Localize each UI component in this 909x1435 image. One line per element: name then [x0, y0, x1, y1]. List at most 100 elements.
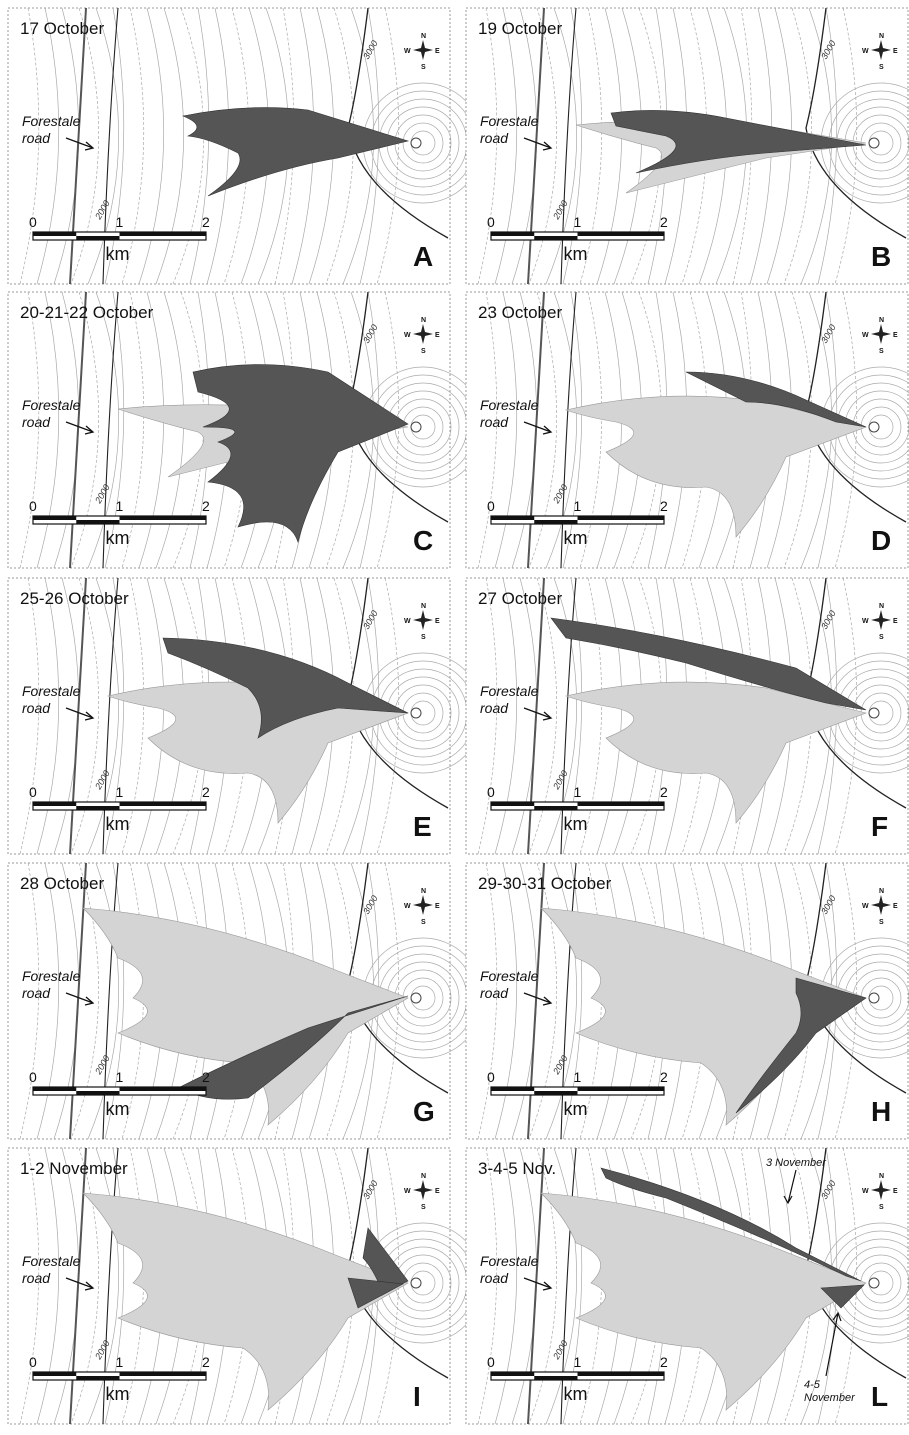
scale-tick-label: 0 — [29, 498, 37, 514]
road-label: Forestale — [480, 113, 539, 129]
scale-tick-label: 2 — [202, 784, 210, 800]
flow-annotation: 3 November — [766, 1157, 827, 1169]
panel-title: 20-21-22 October — [20, 303, 154, 322]
scale-tick-label: 2 — [202, 1354, 210, 1370]
scale-tick-label: 2 — [660, 214, 668, 230]
scale-unit: km — [106, 244, 130, 264]
panel-letter: F — [871, 811, 888, 842]
compass-label: S — [879, 348, 884, 355]
compass-label: W — [862, 48, 869, 55]
scale-bar-segment — [534, 806, 577, 810]
scale-bar-segment — [578, 232, 665, 236]
scale-bar-segment — [33, 802, 76, 806]
scale-bar-segment — [33, 516, 76, 520]
compass-label: N — [421, 1173, 426, 1180]
scale-tick-label: 1 — [574, 784, 582, 800]
compass-label: E — [893, 618, 898, 625]
vent — [411, 708, 421, 718]
vent — [869, 993, 879, 1003]
road-label: Forestale — [480, 397, 539, 413]
road-label: road — [480, 1270, 509, 1286]
scale-bar-segment — [491, 1372, 534, 1376]
scale-bar-segment — [76, 1091, 119, 1095]
scale-bar-segment — [120, 516, 207, 520]
compass-label: W — [862, 903, 869, 910]
scale-bar-segment — [534, 1091, 577, 1095]
flow-annotation: 4-5 — [804, 1379, 821, 1391]
panel-letter: L — [871, 1381, 888, 1412]
scale-unit: km — [564, 814, 588, 834]
compass-label: E — [893, 48, 898, 55]
panel-letter: B — [871, 241, 891, 272]
scale-tick-label: 0 — [487, 498, 495, 514]
compass-label: W — [862, 332, 869, 339]
figure: 17 October30002000ForestaleroadNESW012km… — [0, 0, 909, 1435]
compass-label: N — [421, 33, 426, 40]
scale-tick-label: 2 — [660, 498, 668, 514]
scale-tick-label: 0 — [29, 1354, 37, 1370]
scale-bar-segment — [33, 1372, 76, 1376]
road-label: road — [22, 700, 51, 716]
compass-label: N — [421, 317, 426, 324]
vent — [869, 422, 879, 432]
compass-label: N — [421, 603, 426, 610]
scale-tick-label: 0 — [487, 1354, 495, 1370]
flow-annotation: November — [804, 1392, 856, 1404]
panel-title: 28 October — [20, 874, 104, 893]
scale-tick-label: 2 — [660, 1354, 668, 1370]
vent — [869, 138, 879, 148]
scale-tick-label: 1 — [116, 1069, 124, 1085]
compass-label: N — [879, 33, 884, 40]
scale-tick-label: 2 — [660, 1069, 668, 1085]
panel-title: 27 October — [478, 589, 562, 608]
compass-label: W — [404, 332, 411, 339]
compass-label: S — [879, 919, 884, 926]
road-label: Forestale — [22, 397, 81, 413]
scale-bar-segment — [578, 802, 665, 806]
compass-label: N — [879, 603, 884, 610]
scale-unit: km — [106, 814, 130, 834]
panel-title: 19 October — [478, 19, 562, 38]
map-panel: 20-21-22 October30002000ForestaleroadNES… — [8, 292, 483, 568]
map-panel: 1-2 November30002000ForestaleroadNESW012… — [8, 1148, 483, 1424]
compass-label: E — [435, 332, 440, 339]
road-label: Forestale — [480, 1253, 539, 1269]
scale-tick-label: 0 — [29, 1069, 37, 1085]
vent — [411, 138, 421, 148]
scale-bar-segment — [33, 232, 76, 236]
compass-label: W — [862, 618, 869, 625]
scale-bar-segment — [491, 232, 534, 236]
panel-title: 17 October — [20, 19, 104, 38]
compass-label: W — [404, 48, 411, 55]
scale-bar-segment — [120, 232, 207, 236]
compass-label: W — [404, 1188, 411, 1195]
scale-tick-label: 1 — [116, 1354, 124, 1370]
compass-label: E — [435, 903, 440, 910]
panel-letter: G — [413, 1096, 435, 1127]
compass-label: E — [435, 1188, 440, 1195]
scale-tick-label: 2 — [202, 214, 210, 230]
scale-unit: km — [564, 528, 588, 548]
road-label: road — [480, 130, 509, 146]
scale-bar-segment — [33, 1087, 76, 1091]
scale-bar-segment — [76, 520, 119, 524]
scale-unit: km — [106, 1099, 130, 1119]
compass-label: N — [879, 888, 884, 895]
compass-label: S — [421, 1204, 426, 1211]
road-label: road — [480, 700, 509, 716]
map-panel: 25-26 October30002000ForestaleroadNESW01… — [8, 578, 483, 854]
scale-tick-label: 1 — [574, 214, 582, 230]
scale-tick-label: 0 — [487, 214, 495, 230]
road-label: road — [22, 130, 51, 146]
compass-label: E — [435, 48, 440, 55]
vent — [869, 708, 879, 718]
vent — [411, 993, 421, 1003]
scale-unit: km — [564, 244, 588, 264]
panel-title: 1-2 November — [20, 1159, 128, 1178]
scale-bar-segment — [76, 236, 119, 240]
map-panel: 28 October30002000ForestaleroadNESW012km… — [8, 863, 483, 1139]
road-label: Forestale — [480, 968, 539, 984]
scale-tick-label: 2 — [202, 1069, 210, 1085]
compass-label: S — [421, 348, 426, 355]
compass-label: S — [879, 634, 884, 641]
